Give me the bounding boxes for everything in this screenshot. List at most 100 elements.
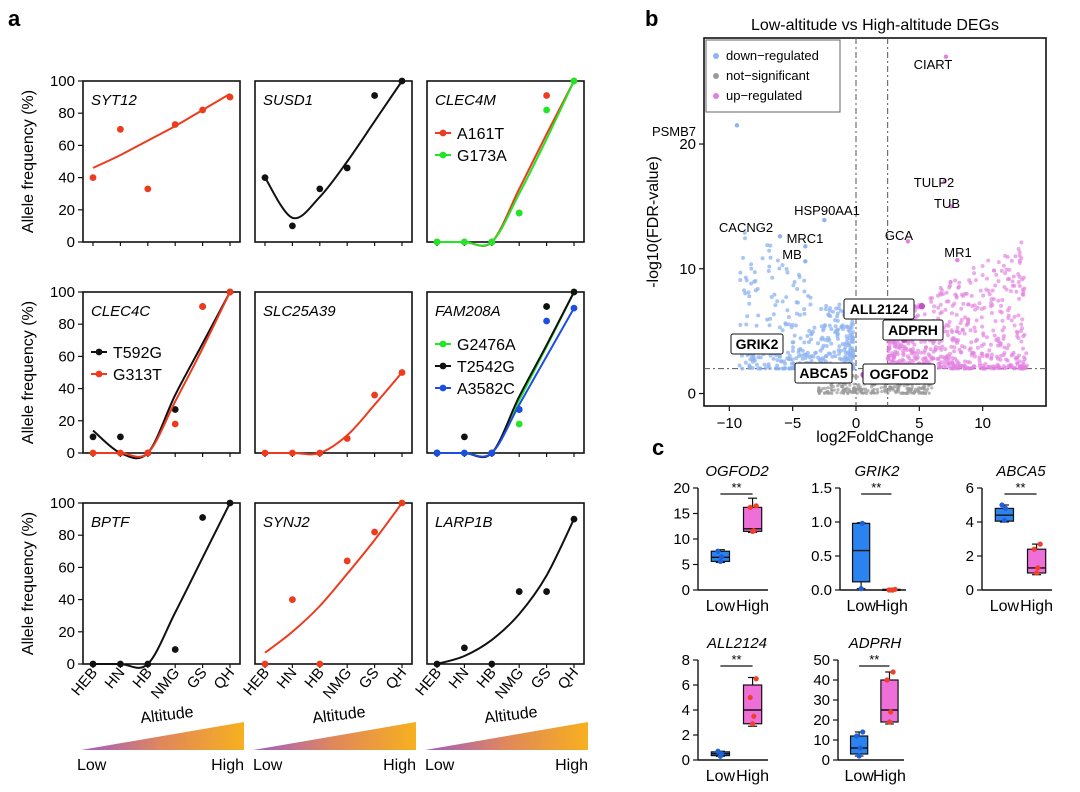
volcano-point-up — [980, 351, 985, 356]
volcano-point-down — [802, 278, 807, 283]
box-point — [856, 753, 862, 759]
volcano-point-up — [957, 331, 962, 336]
box-point — [747, 504, 753, 510]
y-tick-label: 0 — [822, 752, 830, 769]
boxplot-abca5: 0 2 4 6 ABCA5** Low High — [966, 463, 1053, 615]
boxplot-ogfod2: 0 5 10 15 20 OGFOD2** Low High — [673, 463, 769, 615]
plot-frame — [82, 80, 241, 243]
gene-label: MRC1 — [787, 231, 824, 246]
volcano-point-down — [750, 366, 755, 371]
volcano-point-up — [895, 352, 900, 357]
volcano-point-up — [929, 357, 934, 362]
volcano-point-down — [780, 299, 785, 304]
volcano-point-up — [962, 331, 967, 336]
highlight-point — [955, 257, 960, 263]
volcano-point-up — [931, 341, 936, 346]
volcano-point-down — [758, 355, 763, 360]
panel-label-b: b — [645, 6, 658, 31]
volcano-point-ns — [864, 390, 868, 394]
data-point — [171, 646, 179, 653]
volcano-point-up — [992, 268, 997, 273]
volcano-point-up — [906, 341, 911, 346]
y-tick-label: 60 — [58, 559, 75, 576]
box-point — [888, 709, 894, 715]
volcano-point-up — [961, 301, 966, 306]
volcano-point-ns — [930, 386, 934, 390]
data-point — [171, 406, 179, 413]
volcano-point-up — [979, 306, 984, 311]
volcano-point-down — [743, 360, 748, 365]
legend-label: T592G — [113, 345, 162, 362]
y-tick-label: 6 — [966, 480, 974, 497]
data-point — [89, 449, 97, 457]
highlight-point — [905, 239, 911, 244]
highlight-point — [734, 123, 740, 128]
volcano-point-down — [768, 243, 773, 248]
box-point — [892, 586, 898, 592]
volcano-point-up — [916, 313, 921, 318]
volcano-point-up — [1022, 332, 1027, 337]
plot-frame — [254, 291, 413, 454]
volcano-point-up — [959, 306, 964, 311]
gene-title: LARP1B — [435, 514, 493, 531]
volcano-point-down — [835, 336, 840, 341]
significance-label: ** — [731, 652, 741, 667]
box-high — [880, 679, 899, 723]
box-point — [1001, 517, 1008, 523]
volcano-point-up — [1001, 263, 1006, 268]
boxed-gene-label: ALL2124 — [850, 301, 909, 317]
volcano-point-ns — [901, 391, 906, 395]
x-tick-label: High — [736, 598, 769, 615]
volcano-point-up — [941, 292, 946, 297]
volcano-point-up — [936, 316, 941, 321]
volcano-point-ns — [823, 386, 827, 390]
legend-box — [705, 39, 841, 113]
volcano-point-up — [942, 362, 947, 367]
volcano-point-down — [840, 342, 845, 347]
volcano-point-up — [942, 365, 947, 370]
gene-label: TUB — [934, 196, 960, 211]
volcano-point-up — [966, 302, 971, 307]
volcano-point-up — [965, 321, 970, 326]
volcano-point-up — [938, 354, 943, 359]
volcano-point-up — [1016, 246, 1021, 251]
gene-title: OGFOD2 — [705, 463, 769, 480]
y-tick-label: 1.0 — [811, 514, 832, 531]
legend-label: down−regulated — [726, 48, 819, 63]
volcano-point-ns — [926, 387, 930, 391]
y-axis-label: -log10(FDR-value) — [645, 156, 662, 288]
volcano-point-down — [835, 311, 840, 316]
volcano-point-up — [887, 340, 892, 345]
gene-title: BPTF — [91, 514, 130, 531]
volcano-point-up — [1020, 317, 1025, 322]
volcano-point-down — [837, 351, 842, 356]
volcano-point-up — [1014, 289, 1019, 294]
volcano-point-ns — [852, 382, 856, 386]
volcano-point-up — [938, 302, 943, 307]
y-tick-label: 2 — [966, 548, 974, 565]
volcano-point-up — [977, 355, 982, 360]
volcano-point-ns — [855, 388, 859, 392]
y-tick-label: 30 — [813, 692, 830, 709]
volcano-point-down — [845, 356, 850, 361]
allele-chart-slc25a39: SLC25A39 — [254, 291, 413, 457]
allele-frequency-charts: 0 20 40 60 80 100 Allele frequency (%) SYT12 SUS… — [20, 73, 588, 774]
volcano-point-up — [1022, 286, 1027, 291]
data-point — [261, 449, 269, 457]
volcano-point-up — [958, 350, 963, 355]
volcano-point-up — [969, 293, 974, 298]
volcano-point-ns — [875, 387, 880, 392]
y-tick-label: 20 — [58, 202, 75, 219]
volcano-point-down — [833, 330, 838, 335]
volcano-point-ns — [866, 389, 870, 393]
gene-label: PSMB7 — [652, 124, 696, 139]
volcano-point-up — [1015, 361, 1020, 366]
volcano-point-up — [989, 364, 994, 369]
volcano-point-up — [1003, 271, 1008, 276]
y-tick-label: 4 — [682, 702, 690, 719]
volcano-point-down — [750, 359, 755, 364]
volcano-point-down — [780, 263, 785, 268]
volcano-point-up — [946, 333, 951, 338]
legend-marker — [439, 340, 447, 348]
volcano-legend: down−regulated not−significant up−regulate… — [705, 39, 841, 113]
